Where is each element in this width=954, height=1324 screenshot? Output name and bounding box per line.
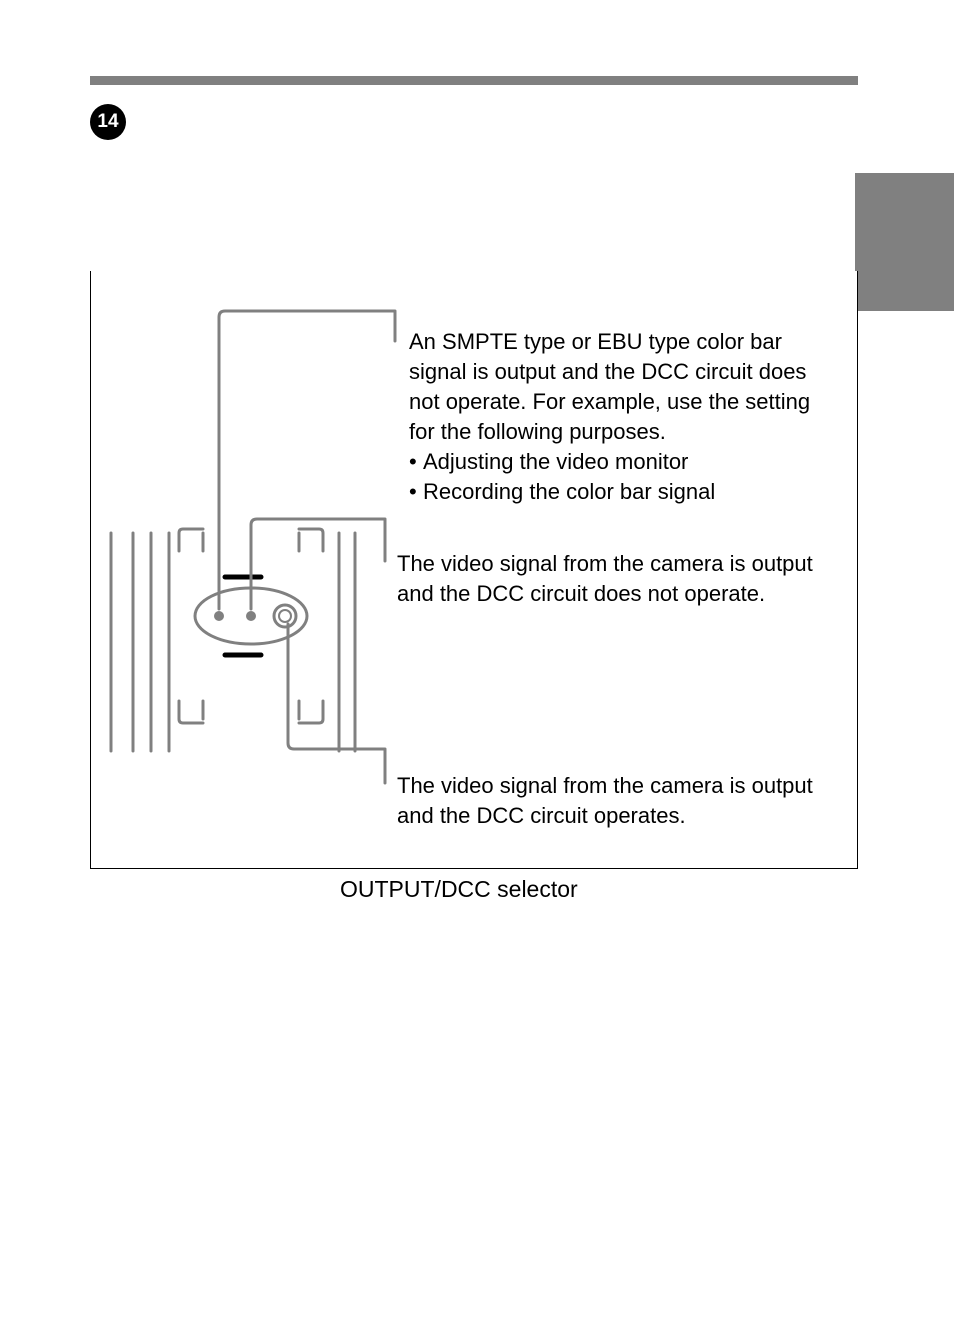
description-text: The video signal from the camera is outp…: [397, 549, 837, 609]
bullet-icon: •: [409, 447, 423, 477]
description-position-3: The video signal from the camera is outp…: [397, 771, 837, 831]
description-text: The video signal from the camera is outp…: [397, 771, 837, 831]
figure-caption: OUTPUT/DCC selector: [340, 876, 578, 903]
top-rule: [90, 76, 858, 85]
bullet-text: Adjusting the video monitor: [423, 447, 688, 477]
page-number-badge: 14: [90, 104, 126, 140]
bullet-icon: •: [409, 477, 423, 507]
page-number: 14: [97, 111, 118, 133]
manual-page: 14 An SMPTE type or EBU type color bar s…: [0, 0, 954, 1324]
description-position-1: An SMPTE type or EBU type color bar sign…: [409, 327, 829, 507]
figure-box: An SMPTE type or EBU type color bar sign…: [90, 271, 858, 869]
description-position-2: The video signal from the camera is outp…: [397, 549, 837, 609]
chapter-tab: [855, 173, 954, 311]
description-text: An SMPTE type or EBU type color bar sign…: [409, 327, 829, 447]
bullet-item: • Recording the color bar signal: [409, 477, 829, 507]
bullet-item: • Adjusting the video monitor: [409, 447, 829, 477]
bullet-text: Recording the color bar signal: [423, 477, 715, 507]
